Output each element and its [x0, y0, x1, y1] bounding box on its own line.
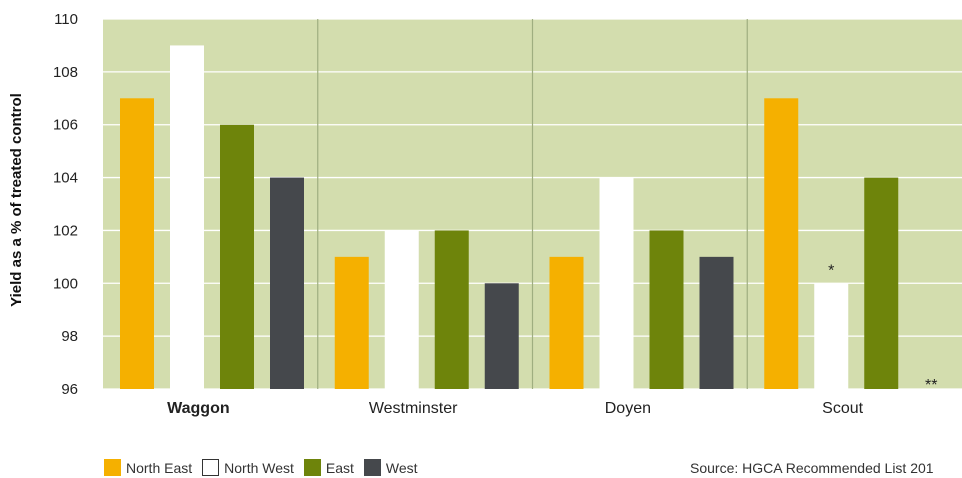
- annotation: **: [925, 377, 937, 394]
- legend-label: West: [385, 459, 418, 476]
- y-axis-label: Yield as a % of treated control: [8, 93, 25, 307]
- bar: [599, 177, 634, 389]
- bar: [220, 124, 254, 389]
- legend: North East North West East West: [104, 459, 428, 476]
- y-tick-label: 108: [53, 64, 78, 81]
- legend-swatch: [303, 459, 321, 476]
- legend-swatch: [104, 459, 121, 476]
- y-tick-label: 110: [54, 11, 78, 28]
- legend-item: North West: [202, 459, 294, 476]
- legend-item: West: [363, 459, 418, 476]
- x-category-label: Scout: [822, 400, 863, 417]
- source-note: Source: HGCA Recommended List 201: [690, 460, 934, 476]
- bar: [764, 98, 799, 390]
- bar: [699, 256, 734, 389]
- y-axis-ticks: 96 98 100 102 104 106 108 110: [53, 11, 78, 398]
- bar: [864, 177, 899, 389]
- bar: [270, 177, 304, 389]
- legend-swatch: [363, 459, 381, 476]
- legend-label: North East: [126, 459, 193, 476]
- y-tick-label: 100: [53, 275, 78, 292]
- legend-label: North West: [224, 459, 294, 476]
- bar: [549, 256, 584, 389]
- legend-item: North East: [104, 459, 192, 476]
- legend-label: East: [325, 459, 354, 476]
- bar: [334, 256, 369, 389]
- bar: [484, 283, 519, 389]
- bar: [649, 230, 684, 389]
- y-tick-label: 96: [61, 381, 78, 398]
- bars: [120, 45, 899, 390]
- legend-swatch: [202, 459, 220, 476]
- y-tick-label: 102: [53, 222, 78, 239]
- annotation: *: [828, 262, 834, 279]
- y-tick-label: 106: [53, 117, 78, 134]
- bar: [120, 98, 154, 390]
- bar: [434, 230, 469, 389]
- x-category-label: Waggon: [167, 400, 230, 417]
- y-tick-label: 98: [61, 328, 78, 345]
- x-category-label: Westminster: [369, 400, 458, 417]
- bar: [814, 283, 849, 389]
- x-axis-categories: Waggon Westminster Doyen Scout: [167, 400, 864, 417]
- bar: [170, 45, 204, 390]
- annotations: ***: [828, 262, 937, 394]
- bar: [384, 230, 419, 389]
- legend-item: East: [303, 459, 354, 476]
- x-category-label: Doyen: [605, 400, 651, 417]
- y-tick-label: 104: [53, 170, 78, 187]
